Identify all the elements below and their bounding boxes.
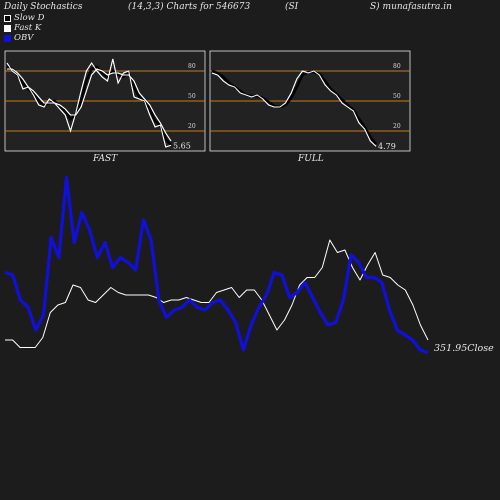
- legend-item-slow-d: Slow D: [4, 13, 44, 23]
- stoch-line-overlay: [7, 68, 172, 142]
- legend-label: Fast K: [14, 23, 42, 33]
- level-tick-80: 80: [188, 63, 196, 70]
- header-symbol-open: (SI: [285, 2, 299, 12]
- level-tick-50: 50: [393, 93, 401, 100]
- price-line: [5, 239, 429, 348]
- header-title-left: Daily Stochastics: [4, 2, 83, 12]
- stoch-line-overlay: [6, 58, 172, 148]
- close-value-label: 351.95Close: [434, 343, 494, 354]
- level-tick-20: 20: [188, 123, 196, 130]
- level-tick-80: 80: [393, 63, 401, 70]
- panel-title: FULL: [297, 154, 324, 164]
- legend-item-obv: OBV: [4, 33, 44, 43]
- level-tick-50: 50: [188, 93, 196, 100]
- legend-swatch: [4, 34, 11, 42]
- last-value-label: 5.65: [173, 141, 191, 150]
- stoch-line-2: [211, 69, 378, 145]
- stoch-line-overlay: [211, 70, 377, 147]
- legend-swatch: [4, 24, 11, 32]
- fast-panel: 80 50 20 5.65 FAST: [4, 50, 206, 164]
- legend-item-fast-k: Fast K: [4, 23, 44, 33]
- legend-label: OBV: [14, 33, 34, 43]
- legend-label: Slow D: [14, 13, 45, 23]
- legend: Slow D Fast K OBV: [4, 13, 44, 43]
- obv-line: [4, 175, 429, 355]
- full-panel: 80 50 20 4.79 FULL: [209, 50, 411, 164]
- obv-price-panel: 351.95Close: [4, 175, 494, 355]
- header-title-center: (14,3,3) Charts for 546673: [128, 2, 251, 12]
- legend-swatch: [4, 14, 11, 22]
- header-symbol-close: S) munafasutra.in: [370, 2, 452, 12]
- panel-title: FAST: [92, 154, 118, 164]
- level-tick-20: 20: [393, 123, 401, 130]
- last-value-label: 4.79: [378, 142, 396, 151]
